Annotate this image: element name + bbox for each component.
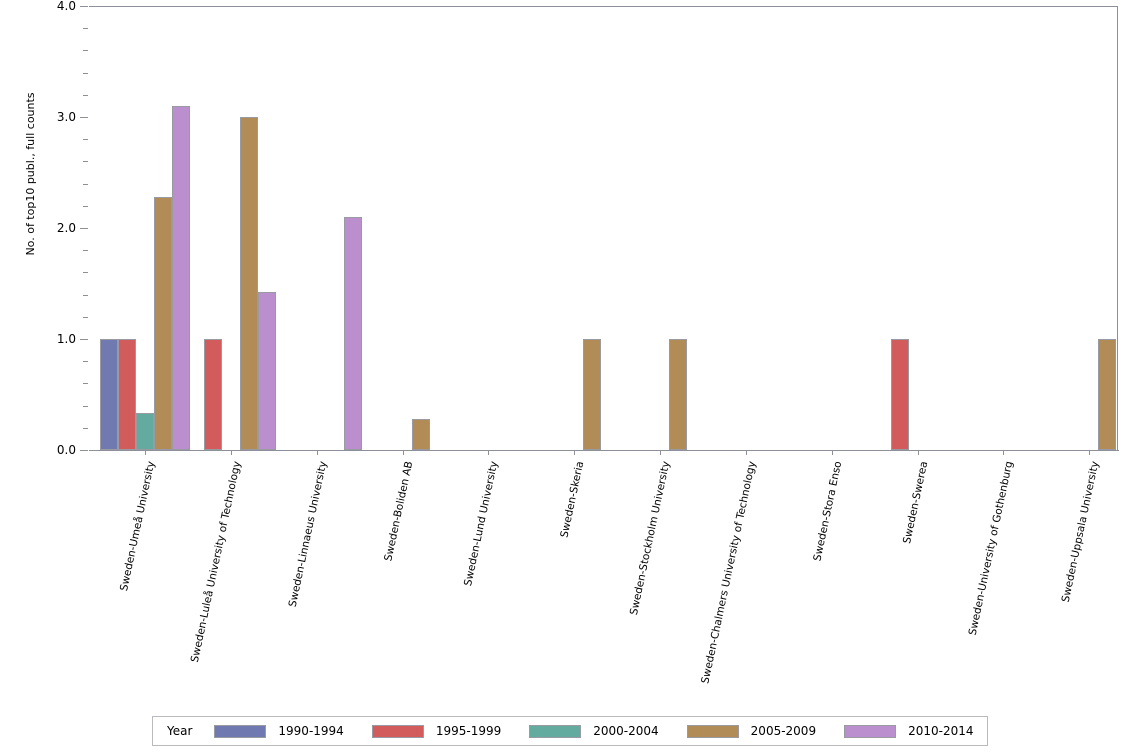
y-tick-minor: [83, 28, 88, 30]
x-tick: [317, 451, 318, 455]
x-tick-label-text: Sweden-University of Gothenburg: [966, 460, 1016, 637]
x-tick-label-text: Sweden-Luleå University of Technology: [188, 460, 244, 664]
legend-label: 2000-2004: [593, 724, 659, 738]
y-tick-minor: [83, 250, 88, 252]
y-tick-major: [80, 339, 88, 340]
y-tick-label: 1.0: [56, 332, 76, 346]
x-tick-label-text: Sweden-Boliden AB: [382, 460, 416, 563]
bar[interactable]: [1098, 339, 1116, 450]
bar[interactable]: [344, 217, 362, 450]
legend-swatch: [529, 724, 582, 738]
y-tick-minor: [83, 72, 88, 74]
y-tick-label: 4.0: [56, 0, 76, 13]
y-tick-minor: [83, 316, 88, 318]
x-tick-label-text: Sweden-Linnaeus University: [286, 460, 330, 609]
y-tick-label: 0.0: [56, 443, 76, 457]
x-tick: [231, 451, 232, 455]
legend-title: Year: [167, 724, 193, 738]
y-tick-major: [80, 6, 88, 7]
x-tick-label-text: Sweden-Skeria: [558, 460, 587, 539]
y-tick-minor: [83, 383, 88, 385]
y-tick-label: 3.0: [56, 110, 76, 124]
x-axis-line: [88, 450, 1119, 451]
x-tick-label-text: Sweden-Stora Enso: [811, 460, 845, 563]
y-tick-minor: [83, 50, 88, 52]
legend-swatch: [686, 724, 739, 738]
bar[interactable]: [412, 419, 430, 450]
x-tick: [832, 451, 833, 455]
y-tick-minor: [83, 294, 88, 296]
bar[interactable]: [583, 339, 601, 450]
y-tick-minor: [83, 139, 88, 141]
legend-entry[interactable]: 2000-2004: [529, 724, 659, 738]
legend-swatch: [371, 724, 424, 738]
x-tick: [1089, 451, 1090, 455]
legend-label: 1990-1994: [278, 724, 344, 738]
y-tick-major: [80, 228, 88, 229]
x-tick: [1003, 451, 1004, 455]
x-tick-label-text: Sweden-Uppsala University: [1059, 460, 1102, 604]
x-tick: [660, 451, 661, 455]
y-tick-minor: [83, 361, 88, 363]
y-axis-line: [88, 6, 89, 451]
bar[interactable]: [136, 413, 154, 450]
legend-entries: 1990-1994 1995-1999 2000-2004 2005-2009 2010…: [214, 724, 1001, 738]
y-tick-major: [80, 117, 88, 118]
y-tick-minor: [83, 427, 88, 429]
bar[interactable]: [100, 339, 118, 450]
y-axis-title: No. of top10 publ., full counts: [24, 92, 37, 256]
bar[interactable]: [204, 339, 222, 450]
legend-entry[interactable]: 1990-1994: [214, 724, 344, 738]
legend: Year 1990-1994 1995-1999 2000-2004 2005-200…: [152, 716, 988, 746]
x-tick-label-text: Sweden-Lund University: [462, 460, 501, 588]
legend-label: 1995-1999: [435, 724, 502, 738]
y-tick-minor: [83, 405, 88, 407]
legend-entry[interactable]: 2010-2014: [844, 724, 974, 738]
bar[interactable]: [891, 339, 909, 450]
x-tick: [403, 451, 404, 455]
legend-label: 2010-2014: [908, 724, 974, 738]
x-tick-label-text: Sweden-Chalmers University of Technology: [699, 460, 759, 685]
bar[interactable]: [669, 339, 687, 450]
x-tick-label-text: Sweden-Umeå University: [118, 460, 158, 593]
legend-entry[interactable]: 1995-1999: [371, 724, 502, 738]
legend-label: 2005-2009: [750, 724, 817, 738]
y-tick-label: 2.0: [56, 221, 76, 235]
bar[interactable]: [118, 339, 136, 450]
bar[interactable]: [240, 117, 258, 450]
x-tick: [918, 451, 919, 455]
x-tick: [488, 451, 489, 455]
legend-swatch: [844, 724, 897, 738]
y-tick-minor: [83, 183, 88, 185]
y-tick-major: [80, 450, 88, 451]
y-tick-minor: [83, 272, 88, 274]
x-tick-label-text: Sweden-Stockholm University: [627, 460, 673, 617]
x-tick-label-text: Sweden-Swerea: [901, 460, 931, 545]
y-tick-minor: [83, 94, 88, 96]
bar[interactable]: [154, 197, 172, 450]
bar[interactable]: [172, 106, 190, 450]
legend-swatch: [214, 724, 267, 738]
y-tick-minor: [83, 205, 88, 207]
x-tick: [145, 451, 146, 455]
x-tick: [746, 451, 747, 455]
x-tick: [574, 451, 575, 455]
y-tick-minor: [83, 161, 88, 163]
plot-area: [88, 6, 1118, 450]
legend-entry[interactable]: 2005-2009: [686, 724, 817, 738]
bar[interactable]: [258, 292, 276, 450]
